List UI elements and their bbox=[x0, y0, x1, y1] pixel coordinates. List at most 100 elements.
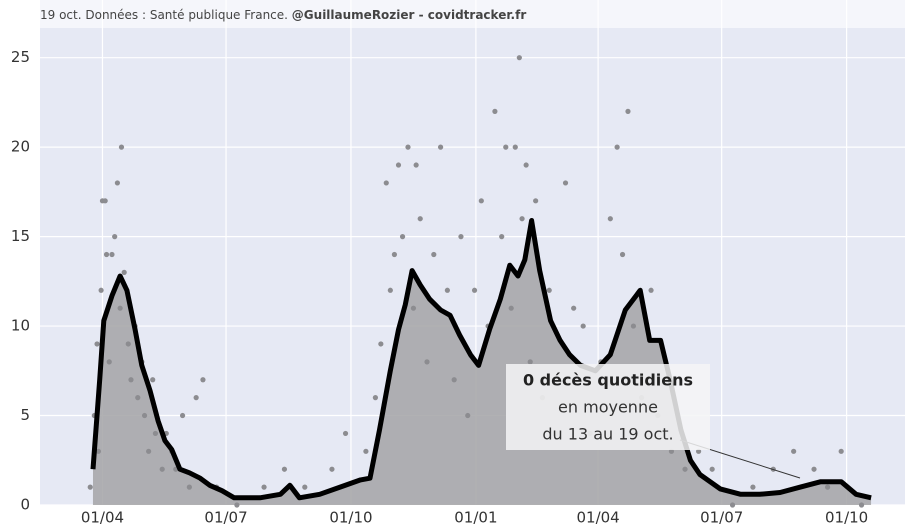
point bbox=[114, 180, 121, 186]
point bbox=[121, 269, 127, 275]
point bbox=[571, 305, 577, 311]
point bbox=[437, 144, 444, 150]
point bbox=[838, 448, 844, 454]
point bbox=[128, 377, 134, 383]
point bbox=[103, 251, 110, 258]
point bbox=[186, 484, 192, 490]
annotation-text: en moyenne bbox=[558, 398, 658, 417]
point bbox=[395, 162, 402, 168]
point bbox=[387, 287, 393, 293]
y-tick-label: 5 bbox=[20, 406, 30, 424]
point bbox=[492, 108, 498, 114]
point bbox=[516, 55, 522, 61]
point bbox=[451, 377, 457, 383]
point bbox=[98, 287, 104, 293]
point bbox=[405, 144, 411, 150]
point bbox=[695, 448, 702, 454]
point bbox=[112, 234, 118, 240]
y-tick-label: 20 bbox=[11, 138, 30, 156]
point bbox=[811, 466, 817, 472]
point bbox=[417, 216, 423, 222]
point bbox=[527, 359, 533, 365]
point bbox=[302, 484, 308, 490]
point bbox=[150, 377, 156, 383]
point bbox=[824, 484, 831, 490]
point bbox=[709, 466, 715, 472]
point bbox=[391, 251, 398, 258]
point bbox=[329, 466, 335, 472]
y-tick-label: 10 bbox=[11, 317, 30, 335]
x-tick-label: 01/07 bbox=[204, 509, 247, 527]
annotation-text: du 13 au 19 oct. bbox=[542, 425, 673, 444]
point bbox=[141, 412, 148, 419]
note-band bbox=[0, 0, 912, 28]
point bbox=[614, 144, 620, 150]
point bbox=[512, 144, 518, 150]
point bbox=[607, 216, 613, 222]
point bbox=[580, 323, 586, 329]
point bbox=[619, 251, 626, 258]
point bbox=[179, 412, 186, 419]
annotation-title: 0 décès quotidiens bbox=[523, 371, 693, 390]
point bbox=[261, 484, 267, 490]
x-tick-label: 01/04 bbox=[576, 509, 619, 527]
source-note: 19 oct. Données : Santé publique France.… bbox=[40, 8, 526, 22]
x-tick-label: 01/04 bbox=[81, 509, 124, 527]
point bbox=[372, 395, 379, 401]
point bbox=[281, 466, 288, 472]
point bbox=[87, 484, 93, 490]
y-tick-label: 0 bbox=[20, 496, 30, 514]
point bbox=[508, 305, 514, 311]
point bbox=[546, 287, 552, 293]
annotation-box bbox=[506, 364, 710, 450]
point bbox=[200, 377, 206, 383]
point bbox=[523, 162, 529, 168]
point bbox=[342, 430, 349, 437]
point bbox=[750, 484, 756, 490]
point bbox=[465, 412, 471, 419]
point bbox=[109, 251, 115, 258]
point bbox=[519, 216, 525, 222]
point bbox=[234, 502, 240, 508]
point bbox=[791, 448, 797, 454]
point bbox=[125, 341, 131, 347]
point bbox=[668, 448, 675, 454]
point bbox=[152, 430, 159, 437]
point bbox=[648, 287, 654, 293]
point bbox=[399, 234, 406, 240]
point bbox=[478, 198, 484, 204]
source-author: @GuillaumeRozier - covidtracker.fr bbox=[292, 8, 527, 22]
point bbox=[533, 198, 539, 204]
point bbox=[193, 395, 199, 401]
point bbox=[630, 323, 637, 329]
annotation: 0 décès quotidiens en moyenne du 13 au 1… bbox=[506, 364, 801, 479]
point bbox=[378, 341, 384, 347]
point bbox=[413, 162, 419, 168]
point bbox=[562, 180, 569, 186]
x-tick-label: 01/01 bbox=[454, 509, 497, 527]
x-tick-label: 01/10 bbox=[825, 509, 868, 527]
point bbox=[729, 502, 736, 508]
point bbox=[444, 287, 450, 293]
point bbox=[410, 305, 417, 311]
point bbox=[424, 359, 430, 365]
point bbox=[499, 234, 505, 240]
point bbox=[106, 359, 112, 365]
source-text: 19 oct. Données : Santé publique France. bbox=[40, 8, 288, 22]
point bbox=[458, 234, 464, 240]
y-tick-label: 25 bbox=[11, 48, 30, 66]
y-tick-label: 15 bbox=[11, 227, 30, 245]
point bbox=[625, 108, 631, 114]
x-tick-label: 01/10 bbox=[329, 509, 372, 527]
point bbox=[146, 448, 152, 454]
point bbox=[159, 466, 165, 472]
point bbox=[471, 287, 478, 293]
point bbox=[102, 198, 108, 204]
point bbox=[135, 395, 141, 401]
point bbox=[117, 305, 123, 311]
point bbox=[682, 466, 688, 472]
point bbox=[431, 251, 437, 258]
point bbox=[858, 502, 865, 508]
point bbox=[94, 341, 100, 347]
